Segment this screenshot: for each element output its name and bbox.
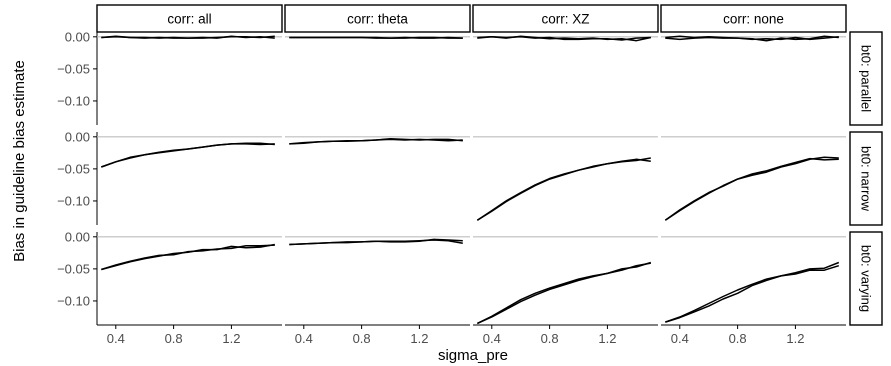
facet-strip-row: [849, 231, 883, 326]
series-line: [477, 36, 651, 41]
y-tick-label: −0.10: [57, 293, 90, 308]
series-line: [664, 156, 839, 221]
series-line: [665, 36, 839, 41]
facet-strip-row-label: bt0: varying: [859, 245, 874, 312]
series-line: [101, 142, 275, 168]
series-line: [665, 264, 840, 323]
series-line: [476, 157, 651, 221]
x-tick-label: 0.4: [107, 331, 125, 346]
facet-strip-row-label: bt0: narrow: [859, 146, 874, 212]
x-tick-label: 0.4: [671, 331, 689, 346]
y-tick-label: −0.05: [57, 261, 90, 276]
series-line: [476, 158, 651, 221]
facet-strip-row-label: bt0: parallel: [859, 45, 874, 112]
facet-grid: corr: all corr: theta corr: XZ corr: none bt…: [57, 4, 883, 346]
x-tick-label: 0.8: [353, 331, 371, 346]
x-tick-label: 0.8: [541, 331, 559, 346]
x-tick-label: 0.8: [729, 331, 747, 346]
y-tick-label: −0.05: [57, 61, 90, 76]
series-line: [664, 157, 839, 221]
x-tick-label: 1.2: [410, 331, 428, 346]
series-line: [476, 261, 652, 325]
x-tick-label: 0.8: [165, 331, 183, 346]
y-tick-label: −0.10: [57, 93, 90, 108]
y-tick-label: −0.10: [57, 193, 90, 208]
series-line: [665, 261, 840, 323]
facet-strip-column-label: corr: all: [167, 12, 211, 27]
series-line: [289, 238, 463, 246]
series-line: [289, 137, 463, 145]
facet-strip-column: [284, 4, 471, 33]
x-axis-title: sigma_pre: [438, 347, 508, 364]
facet-strip-column: [96, 4, 283, 33]
facet-strip-column-label: corr: none: [723, 12, 784, 27]
series-line: [101, 243, 275, 271]
x-tick-label: 0.4: [483, 331, 501, 346]
facet-strip-column: [472, 4, 659, 33]
facet-strip-row: [849, 31, 883, 126]
series-line: [101, 244, 275, 271]
series-line: [289, 36, 463, 39]
series-line: [101, 35, 275, 39]
facet-strip-column: [660, 4, 847, 33]
y-tick-label: 0.00: [65, 229, 90, 244]
x-tick-label: 1.2: [598, 331, 616, 346]
series-line: [476, 262, 651, 325]
x-tick-label: 0.4: [295, 331, 313, 346]
y-tick-label: 0.00: [65, 129, 90, 144]
y-tick-label: −0.05: [57, 161, 90, 176]
y-tick-label: 0.00: [65, 29, 90, 44]
facet-strip-column-label: corr: theta: [347, 12, 408, 27]
y-axis-title: Bias in guideline bias estimate: [11, 60, 28, 262]
series-line: [101, 143, 275, 168]
facet-strip-row: [849, 131, 883, 226]
facet-strip-column-label: corr: XZ: [541, 12, 589, 27]
x-tick-label: 1.2: [786, 331, 804, 346]
x-tick-label: 1.2: [222, 331, 240, 346]
